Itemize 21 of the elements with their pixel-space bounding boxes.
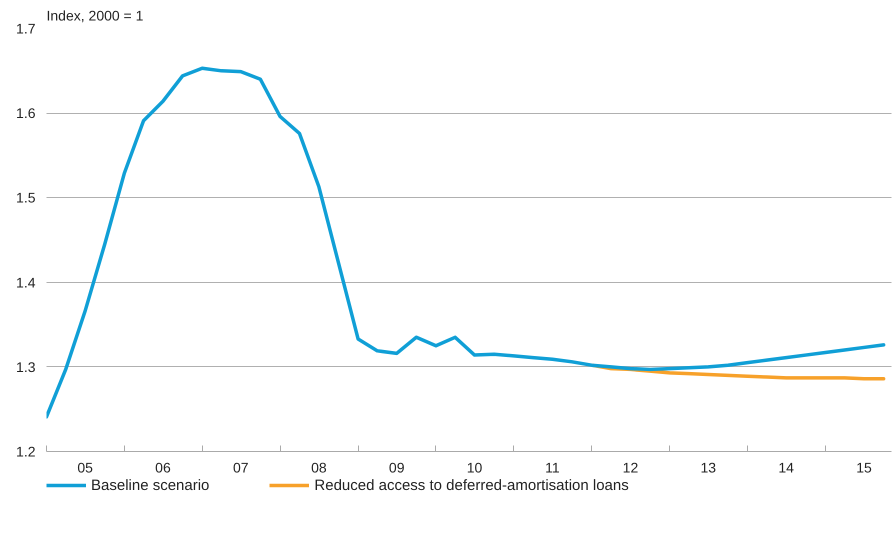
x-tick-label: 11 bbox=[545, 460, 560, 476]
y-axis-title: Index, 2000 = 1 bbox=[46, 8, 144, 24]
y-tick-label: 1.3 bbox=[16, 358, 36, 375]
y-tick-label: 1.7 bbox=[16, 20, 36, 36]
x-tick-label: 13 bbox=[700, 460, 716, 476]
line-series bbox=[46, 66, 886, 419]
x-tick-label: 07 bbox=[233, 460, 249, 476]
x-tick-label: 06 bbox=[155, 460, 171, 476]
x-tick-label: 09 bbox=[388, 460, 405, 476]
x-tick-label: 08 bbox=[311, 460, 327, 476]
y-tick-label: 1.2 bbox=[16, 444, 36, 460]
legend-label: Reduced access to deferred-amortisation loans bbox=[314, 476, 629, 494]
y-tick-label: 1.4 bbox=[16, 274, 36, 290]
y-tick-label: 1.6 bbox=[16, 105, 36, 122]
x-tick-label: 15 bbox=[856, 460, 872, 476]
x-tick-label: 05 bbox=[77, 460, 94, 476]
x-tick-label: 12 bbox=[622, 460, 638, 476]
x-tick-label: 10 bbox=[466, 460, 483, 476]
x-tick-label: 14 bbox=[778, 460, 794, 476]
legend-label: Baseline scenario bbox=[91, 476, 210, 494]
y-tick-label: 1.5 bbox=[16, 190, 36, 206]
